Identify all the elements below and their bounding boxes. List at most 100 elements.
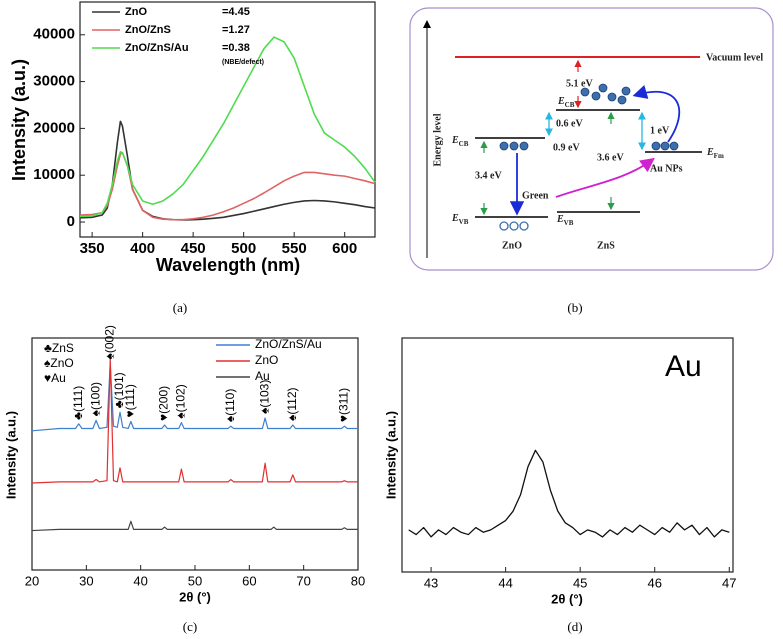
legend-note: =0.38: [222, 42, 250, 54]
peak-label: ♠(103): [257, 380, 271, 414]
peak-label: ♠(110): [223, 389, 237, 423]
y-tick-label: 10000: [33, 166, 75, 183]
level-main: E: [451, 213, 459, 224]
legend-note: (NBE/defect): [222, 59, 264, 66]
material-label: ZnO: [502, 240, 522, 251]
level-sub: CB: [459, 140, 469, 148]
symbol-key: ♠ZnO: [44, 356, 74, 370]
x-tick-label: 44: [498, 575, 512, 590]
level-label: ECB: [557, 96, 575, 108]
y-axis-label: Intensity (a.u.): [383, 411, 398, 499]
plot-frame: [31, 337, 359, 571]
caption: (a): [173, 300, 187, 315]
level-sub: VB: [459, 218, 469, 226]
x-tick-label: 46: [647, 575, 661, 590]
level-label: EFm: [706, 147, 724, 159]
electrons: [499, 83, 679, 151]
x-tick-label: 47: [722, 575, 736, 590]
legend-label: ZnO: [255, 353, 278, 367]
x-tick-label: 60: [242, 573, 256, 588]
x-axis-label: 2θ (°): [551, 591, 583, 606]
data-line: [408, 449, 730, 538]
legend-label: ZnO/ZnS: [125, 24, 171, 36]
plot-frame: [79, 1, 376, 238]
axis-label: Energy level: [432, 113, 443, 166]
au-label: Au NPs: [650, 163, 683, 174]
gap-label: 3.6 eV: [597, 152, 624, 163]
gap-label: 0.6 eV: [556, 118, 583, 129]
diagram-border: [409, 7, 774, 271]
legend-label: ZnO/ZnS/Au: [125, 42, 189, 54]
x-tick-label: 45: [573, 575, 587, 590]
x-tick-label: 80: [351, 573, 365, 588]
data-line: [31, 358, 358, 484]
legend-note: =1.27: [222, 24, 250, 36]
x-tick-label: 350: [80, 240, 105, 257]
x-tick-label: 50: [188, 573, 202, 588]
y-tick-label: 0: [67, 213, 75, 230]
data-line: [79, 151, 376, 221]
level-label: ECB: [451, 135, 469, 147]
y-tick-label: 40000: [33, 26, 75, 43]
peak-label: ♥(111): [123, 384, 137, 417]
legend-label: ZnO/ZnS/Au: [255, 337, 322, 351]
symbol-key: ♥Au: [44, 371, 66, 385]
level-sub: Fm: [714, 152, 724, 160]
plot-frame: [401, 337, 734, 573]
y-tick-label: 30000: [33, 73, 75, 90]
x-tick-label: 600: [332, 240, 357, 257]
material-label: ZnS: [597, 240, 615, 251]
vacuum-label: Vacuum level: [706, 52, 763, 63]
x-tick-label: 400: [130, 240, 155, 257]
peak-label: ♠(100): [88, 382, 102, 416]
data-line: [31, 362, 358, 432]
x-tick-label: 70: [296, 573, 310, 588]
level-sub: VB: [564, 219, 574, 227]
level-main: E: [557, 96, 565, 107]
peak-label: ♠(112): [285, 387, 299, 421]
peak-label: ♣(101): [112, 372, 126, 408]
data-line: [79, 36, 376, 218]
emission-label: Green: [522, 190, 549, 201]
level-label: EVB: [451, 213, 469, 225]
x-tick-label: 43: [424, 575, 438, 590]
y-axis-label: Intensity (a.u.): [9, 59, 29, 181]
gap-label: 1 eV: [650, 125, 670, 136]
level-sub: CB: [565, 101, 575, 109]
caption: (c): [183, 619, 197, 634]
transfer-arrow: [632, 85, 681, 143]
level-main: E: [451, 135, 459, 146]
data-line: [31, 520, 358, 532]
transfer-arrow: [555, 157, 655, 198]
peak-label: ♥(311): [337, 388, 351, 422]
x-tick-label: 450: [181, 240, 206, 257]
data-line: [79, 120, 376, 221]
peak-label: ♥(200): [157, 386, 171, 421]
gap-label: 5.1 eV: [566, 78, 593, 89]
legend-label: Au: [255, 369, 270, 383]
x-tick-label: 20: [25, 573, 39, 588]
legend-note: =4.45: [222, 6, 250, 18]
panel-label: Au: [665, 350, 702, 383]
band-diagram: Energy level Vacuum level ECB EVB ECB EV…: [409, 7, 774, 271]
legend-label: ZnO: [125, 6, 147, 18]
y-tick-label: 20000: [33, 119, 75, 136]
gap-label: 0.9 eV: [553, 142, 580, 153]
caption: (d): [567, 619, 582, 634]
gap-label: 3.4 eV: [475, 170, 502, 181]
y-axis-label: Intensity (a.u.): [3, 411, 18, 499]
symbol-key: ♣ZnS: [44, 341, 74, 355]
level-main: E: [556, 214, 564, 225]
peak-label: ♠(102): [174, 384, 188, 418]
level-label: EVB: [556, 214, 574, 226]
x-tick-label: 500: [231, 240, 256, 257]
x-axis-label: 2θ (°): [179, 589, 211, 604]
x-tick-label: 550: [282, 240, 307, 257]
level-main: E: [706, 147, 714, 158]
caption: (b): [567, 300, 582, 315]
x-tick-label: 30: [79, 573, 93, 588]
x-axis-label: Wavelength (nm): [156, 255, 300, 275]
peak-label: ♠(002): [102, 325, 116, 359]
